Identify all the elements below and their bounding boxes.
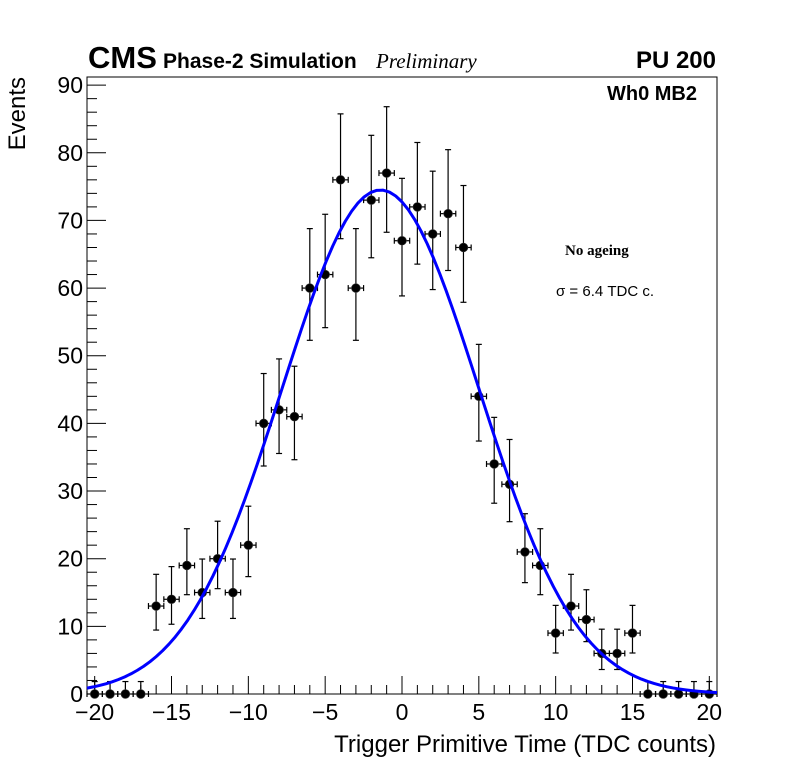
data-point bbox=[132, 680, 150, 699]
data-point bbox=[332, 113, 349, 240]
data-marker bbox=[566, 601, 576, 611]
y-tick-label: 10 bbox=[57, 613, 83, 639]
data-marker bbox=[412, 202, 423, 212]
status-label: Preliminary bbox=[375, 49, 477, 73]
data-point bbox=[378, 106, 395, 233]
data-marker bbox=[428, 229, 438, 239]
data-marker bbox=[581, 614, 592, 625]
data-marker bbox=[627, 628, 638, 638]
data-point bbox=[424, 170, 442, 291]
x-tick-label: 10 bbox=[543, 699, 569, 725]
data-point bbox=[240, 505, 257, 578]
data-point bbox=[286, 365, 303, 461]
data-marker bbox=[520, 547, 530, 557]
data-point bbox=[547, 604, 564, 654]
data-marker bbox=[673, 689, 684, 699]
y-tick-label: 30 bbox=[57, 478, 83, 504]
data-marker bbox=[335, 175, 346, 185]
y-tick-label: 20 bbox=[57, 546, 83, 572]
data-point bbox=[101, 680, 119, 699]
data-point bbox=[562, 573, 580, 631]
pileup-label: PU 200 bbox=[636, 47, 716, 74]
data-marker bbox=[166, 594, 177, 604]
y-tick-label: 80 bbox=[57, 140, 83, 166]
resolution-label: σ = 6.4 TDC c. bbox=[556, 283, 654, 300]
data-point bbox=[624, 604, 641, 654]
x-tick-label: −5 bbox=[312, 699, 338, 725]
y-axis-title: Events bbox=[4, 77, 31, 150]
data-point bbox=[316, 213, 334, 329]
x-axis: −20 −15 −10 −5 0 5 10 15 20 bbox=[75, 676, 722, 725]
x-tick-label: 5 bbox=[472, 699, 485, 725]
x-tick-label: −20 bbox=[75, 699, 114, 725]
fit-curve bbox=[86, 188, 718, 695]
data-point bbox=[455, 184, 472, 303]
x-axis-title: Trigger Primitive Time (TDC counts) bbox=[334, 731, 716, 758]
y-tick-label: 90 bbox=[57, 72, 83, 98]
data-point bbox=[578, 589, 595, 643]
data-marker bbox=[381, 168, 392, 178]
x-tick-label: −15 bbox=[152, 699, 191, 725]
data-point bbox=[224, 558, 242, 620]
y-axis: 0 10 20 30 40 50 60 70 80 90 bbox=[57, 72, 106, 707]
data-marker bbox=[458, 242, 469, 253]
data-marker bbox=[243, 540, 254, 550]
y-tick-label: 50 bbox=[57, 343, 83, 369]
x-tick-label: 20 bbox=[697, 699, 723, 725]
x-tick-label: 15 bbox=[620, 699, 646, 725]
station-label: Wh0 MB2 bbox=[607, 83, 697, 105]
data-marker bbox=[182, 560, 192, 571]
data-marker bbox=[443, 208, 453, 219]
data-point bbox=[516, 513, 534, 584]
data-marker bbox=[151, 601, 161, 611]
y-tick-label: 70 bbox=[57, 207, 83, 233]
data-point bbox=[347, 228, 365, 341]
data-marker bbox=[351, 283, 361, 293]
data-marker bbox=[397, 236, 407, 246]
data-point bbox=[163, 566, 180, 625]
x-tick-label: −10 bbox=[229, 699, 268, 725]
y-tick-label: 40 bbox=[57, 410, 83, 436]
data-point bbox=[147, 573, 165, 631]
data-point bbox=[362, 134, 380, 259]
data-marker bbox=[550, 628, 561, 638]
data-marker bbox=[120, 689, 131, 699]
subtitle-label: Phase-2 Simulation bbox=[163, 50, 357, 73]
data-marker bbox=[305, 283, 315, 293]
data-marker bbox=[259, 418, 269, 429]
data-marker bbox=[289, 411, 300, 422]
data-point bbox=[393, 177, 411, 297]
data-marker bbox=[89, 689, 100, 699]
data-point bbox=[409, 141, 426, 265]
data-marker bbox=[612, 648, 622, 659]
data-marker bbox=[643, 689, 653, 699]
x-tick-label: 0 bbox=[396, 699, 409, 725]
y-tick-label: 0 bbox=[70, 681, 83, 707]
data-point bbox=[439, 149, 457, 272]
data-marker bbox=[658, 689, 668, 699]
data-marker bbox=[366, 195, 376, 205]
data-point bbox=[608, 628, 626, 671]
y-tick-label: 60 bbox=[57, 275, 83, 301]
data-marker bbox=[105, 689, 115, 699]
condition-label: No ageing bbox=[565, 243, 629, 259]
data-marker bbox=[228, 587, 238, 598]
data-point bbox=[178, 528, 196, 596]
data-marker bbox=[136, 689, 146, 699]
experiment-label: CMS bbox=[88, 40, 157, 75]
data-marker bbox=[489, 459, 499, 469]
